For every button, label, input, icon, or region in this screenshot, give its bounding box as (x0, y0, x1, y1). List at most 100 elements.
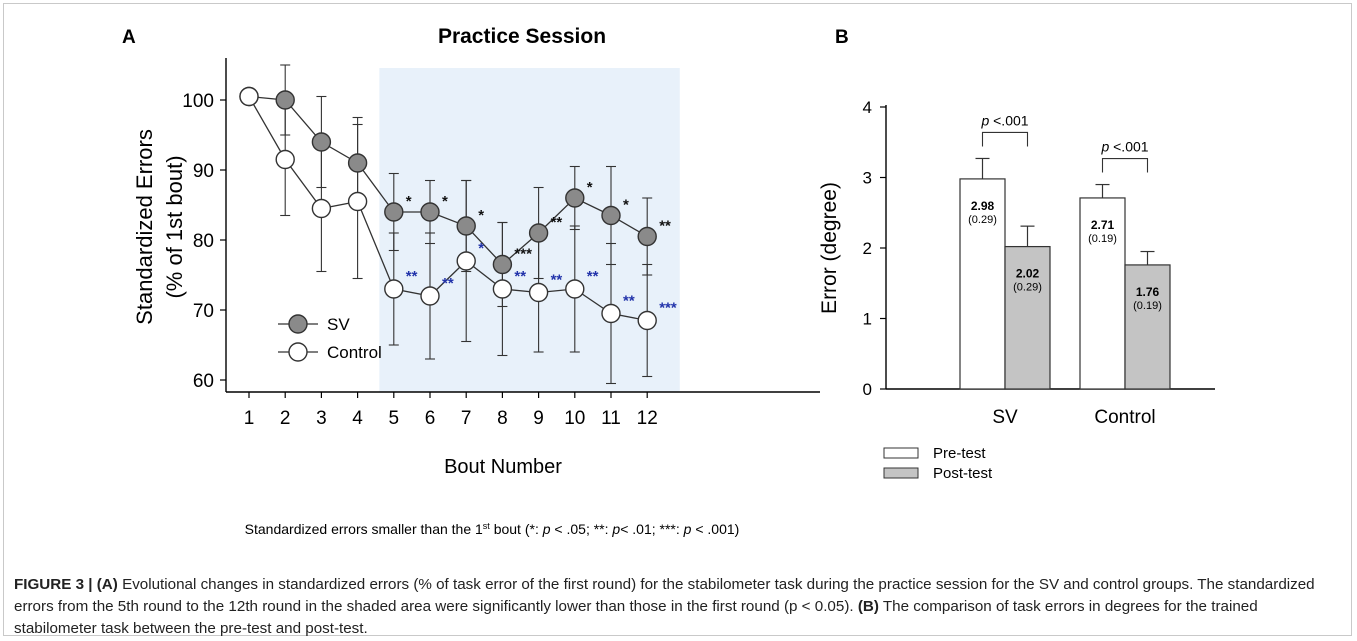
panel-a-series: * ************* ***** ** **** *** (239, 64, 677, 385)
control-point (384, 279, 404, 299)
comparison-bracket (1101, 158, 1149, 173)
sv-point (384, 202, 404, 222)
sv-point (492, 254, 513, 275)
figure-frame (3, 3, 1352, 636)
sv-point (565, 188, 585, 208)
sv-significance-mark: * (623, 197, 629, 214)
x-tick-label: 9 (533, 408, 544, 429)
pre-test-legend-label: Pre-test (933, 445, 986, 462)
sv-significance-mark: *** (514, 246, 532, 263)
sv-significance-mark: * (442, 193, 448, 210)
comparison-p-value: p <.001 (1100, 139, 1148, 155)
control-legend-label: Control (327, 343, 382, 362)
y-tick-label: 3 (863, 169, 872, 188)
x-tick-label: 10 (564, 408, 585, 429)
y-axis-label-line1: Standardized Errors (132, 129, 157, 325)
panel-a-letter: A (122, 27, 136, 48)
caption-a-tag: (A) (96, 576, 118, 593)
panel-b-bars: 2.98(0.29)2.02(0.29)p <.0012.71(0.19)1.7… (959, 112, 1171, 390)
pre-test-value-label: 2.98 (971, 199, 995, 213)
y-tick-label: 1 (863, 310, 872, 329)
x-tick-label: 12 (637, 408, 658, 429)
control-point (420, 286, 440, 306)
control-point (456, 251, 476, 271)
y-tick-label: 100 (182, 91, 214, 112)
panel-b-legend: Pre-test Post-test (883, 445, 993, 482)
control-significance-mark: ** (587, 268, 599, 285)
y-axis-label-line2: (% of 1st bout) (162, 155, 187, 298)
control-significance-mark: ** (442, 275, 454, 292)
x-tick-label: 5 (389, 408, 400, 429)
x-tick-label: 2 (280, 408, 291, 429)
control-legend-marker (288, 342, 308, 362)
sv-point (275, 90, 295, 110)
sv-significance-mark: ** (551, 214, 563, 231)
sv-point (637, 226, 657, 247)
significance-note: Standardized errors smaller than the 1st… (245, 521, 740, 537)
control-point (347, 191, 368, 212)
sv-significance-mark: * (406, 193, 412, 210)
control-point (492, 279, 513, 299)
x-tick-label: 3 (316, 408, 327, 429)
caption-a-text: Evolutional changes in standardized erro… (14, 576, 1315, 615)
sv-legend-label: SV (327, 315, 350, 334)
post-test-legend-swatch (883, 467, 919, 479)
sv-point (528, 223, 549, 243)
y-tick-label: 2 (863, 239, 872, 258)
x-tick-label: 8 (497, 408, 508, 429)
sv-point (311, 132, 332, 152)
control-point (601, 303, 621, 324)
control-significance-mark: ** (551, 272, 563, 289)
y-tick-label: 90 (193, 161, 214, 182)
x-tick-label: 7 (461, 408, 472, 429)
control-point (528, 282, 549, 303)
y-tick-label: 0 (863, 380, 872, 399)
post-test-legend-label: Post-test (933, 465, 993, 482)
control-point (311, 198, 332, 219)
x-tick-label: 11 (601, 408, 621, 429)
post-test-bar (1004, 245, 1051, 390)
pre-test-value-label: 2.71 (1091, 218, 1115, 232)
control-significance-mark: * (478, 240, 484, 257)
comparison-bracket (981, 131, 1029, 147)
y-tick-label: 60 (193, 371, 214, 392)
y-axis-label: Error (degree) (818, 182, 841, 314)
figure-caption: FIGURE 3 | (A) Evolutional changes in st… (14, 574, 1344, 640)
sv-point (347, 153, 368, 173)
control-significance-mark: ** (406, 268, 418, 285)
y-tick-label: 70 (193, 301, 214, 322)
y-axis-label: Standardized Errors (% of 1st bout) (132, 129, 187, 325)
caption-label: FIGURE 3 | (14, 576, 93, 593)
control-point (275, 149, 295, 170)
control-point (637, 310, 657, 331)
comparison-p-value: p <.001 (980, 112, 1028, 128)
post-test-bar (1124, 264, 1171, 390)
control-significance-mark: ** (623, 293, 635, 310)
sv-point (601, 205, 621, 226)
x-category-label: Control (1094, 407, 1155, 428)
sv-significance-mark: * (587, 179, 593, 196)
y-tick-label: 80 (193, 231, 214, 252)
sv-significance-mark: ** (659, 218, 671, 235)
control-point (239, 86, 259, 107)
pre-test-sd-label: (0.19) (1088, 233, 1117, 245)
panel-a-legend: SV Control (278, 314, 382, 362)
y-axis-label-text: Error (degree) (818, 182, 841, 314)
x-tick-label: 1 (244, 408, 255, 429)
x-tick-label: 6 (425, 408, 436, 429)
post-test-value-label: 1.76 (1136, 285, 1160, 299)
control-point (565, 279, 585, 299)
sv-point (456, 216, 476, 236)
pre-test-legend-swatch (883, 447, 919, 459)
post-test-value-label: 2.02 (1016, 267, 1040, 281)
caption-b-text: The comparison of task errors in degrees… (14, 598, 1258, 637)
sv-point (420, 202, 440, 222)
control-significance-mark: ** (514, 268, 526, 285)
sv-significance-mark: * (478, 207, 484, 224)
post-test-sd-label: (0.29) (1013, 282, 1042, 294)
pre-test-sd-label: (0.29) (968, 214, 997, 226)
y-tick-label: 4 (863, 98, 872, 117)
